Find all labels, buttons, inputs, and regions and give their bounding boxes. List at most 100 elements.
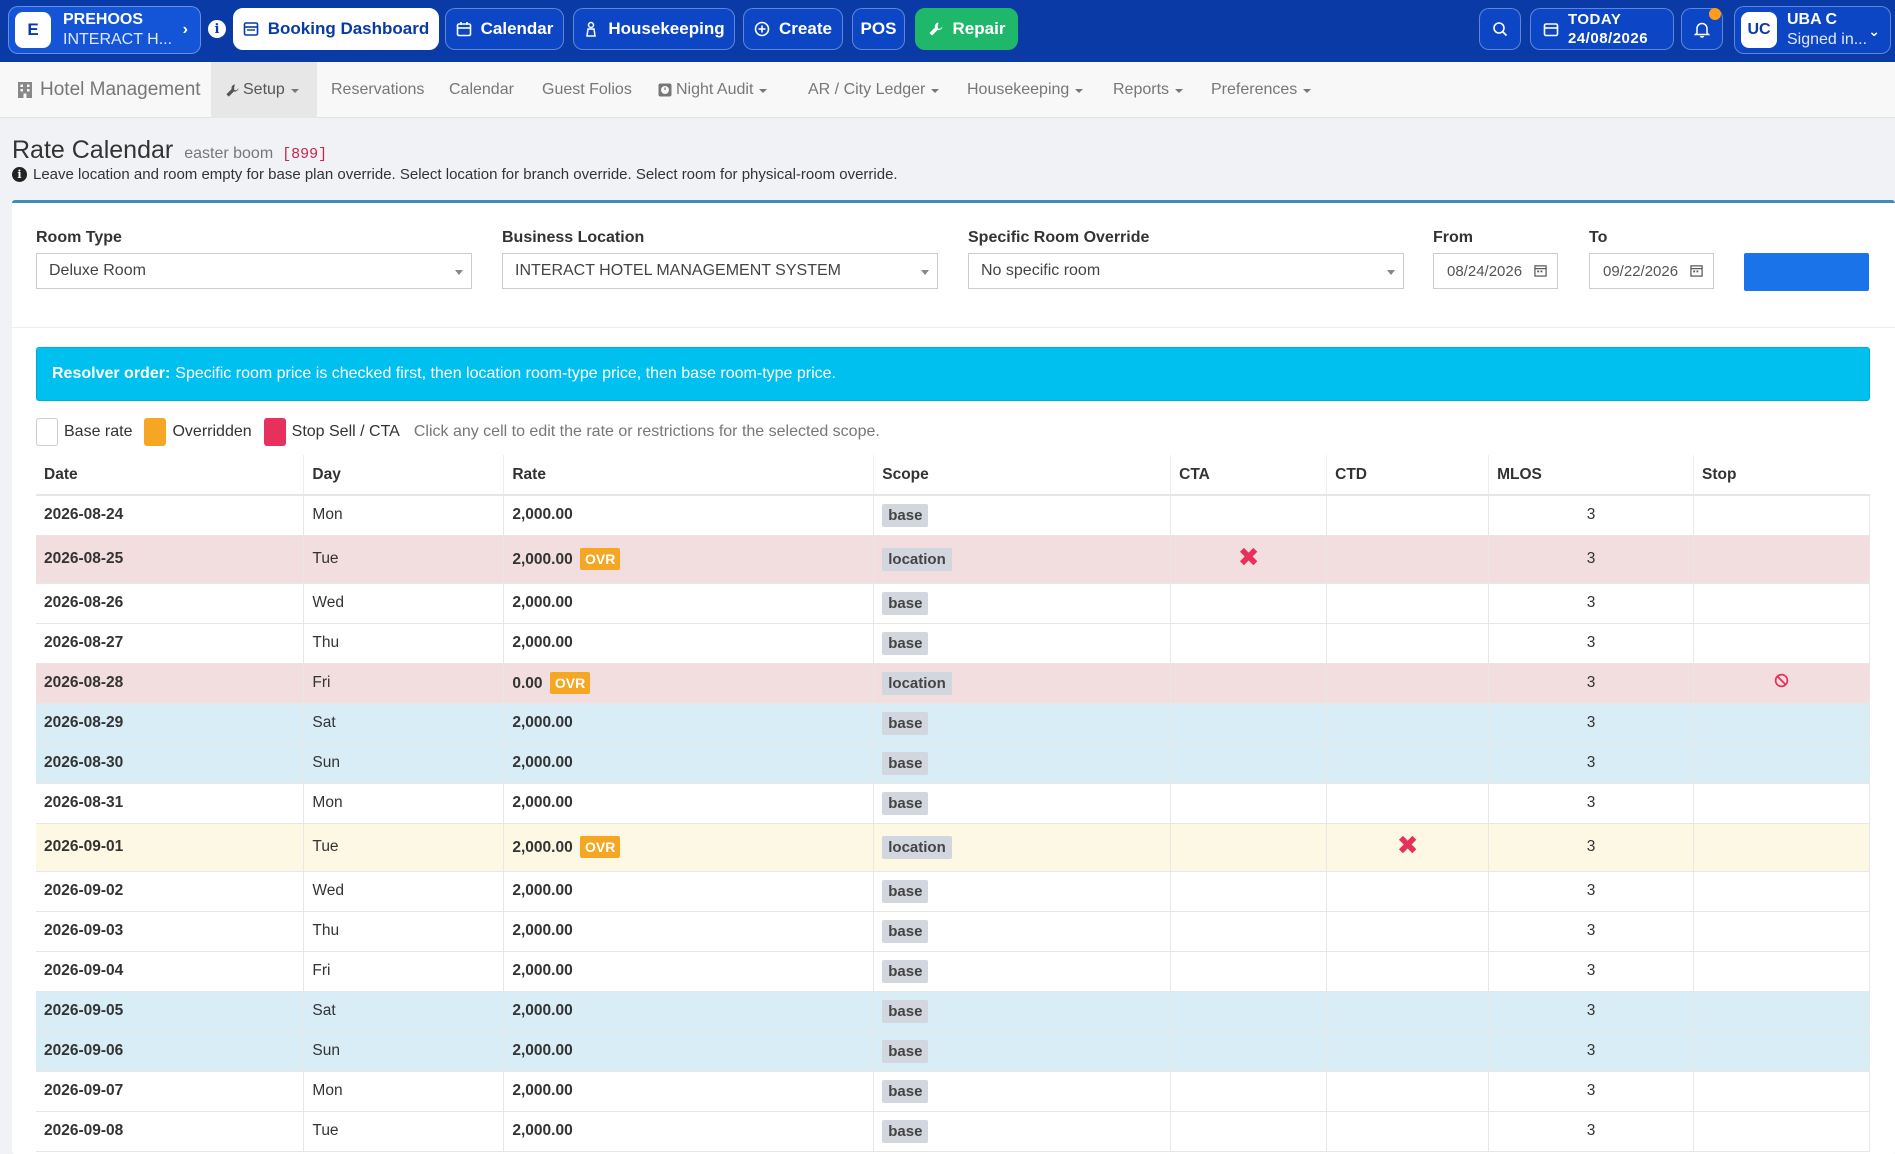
day-cell[interactable]: Sat <box>303 703 505 744</box>
nav-guest-folios[interactable]: Guest Folios <box>542 81 632 98</box>
nav-reservations[interactable]: Reservations <box>331 81 425 98</box>
rate-cell[interactable]: 2,000.00 <box>503 911 875 952</box>
rate-cell[interactable]: 2,000.00 <box>503 495 875 536</box>
table-row[interactable]: 2026-08-25 Tue 2,000.00 OVR location ✖ 3 <box>36 535 1870 584</box>
today-button[interactable]: TODAY 24/08/2026 <box>1530 8 1674 50</box>
day-cell[interactable]: Wed <box>303 871 505 912</box>
mlos-cell[interactable]: 3 <box>1488 823 1695 872</box>
ctd-cell[interactable]: ✖ <box>1326 823 1490 872</box>
ctd-cell[interactable] <box>1326 623 1490 664</box>
mlos-cell[interactable]: 3 <box>1488 743 1695 784</box>
stop-cell[interactable] <box>1693 535 1870 584</box>
cta-cell[interactable]: ✖ <box>1170 535 1328 584</box>
table-row[interactable]: 2026-09-07 Mon 2,000.00 base 3 <box>36 1071 1870 1112</box>
table-row[interactable]: 2026-08-27 Thu 2,000.00 base 3 <box>36 623 1870 664</box>
date-cell[interactable]: 2026-08-27 <box>36 623 305 664</box>
property-switcher[interactable]: E PREHOOS INTERACT H... › <box>8 6 201 54</box>
date-cell[interactable]: 2026-08-31 <box>36 783 305 824</box>
day-cell[interactable]: Tue <box>303 823 505 872</box>
stop-cell[interactable] <box>1693 911 1870 952</box>
nav-calendar[interactable]: Calendar <box>449 81 514 98</box>
mlos-cell[interactable]: 3 <box>1488 663 1695 704</box>
date-cell[interactable]: 2026-09-04 <box>36 951 305 992</box>
cta-cell[interactable] <box>1170 783 1328 824</box>
scope-cell[interactable]: base <box>873 1031 1172 1072</box>
table-row[interactable]: 2026-09-02 Wed 2,000.00 base 3 <box>36 871 1870 912</box>
cta-cell[interactable] <box>1170 951 1328 992</box>
table-row[interactable]: 2026-08-30 Sun 2,000.00 base 3 <box>36 743 1870 784</box>
scope-cell[interactable]: base <box>873 495 1172 536</box>
date-cell[interactable]: 2026-09-07 <box>36 1071 305 1112</box>
scope-cell[interactable]: base <box>873 911 1172 952</box>
stop-cell[interactable] <box>1693 663 1870 704</box>
stop-cell[interactable] <box>1693 1031 1870 1072</box>
mlos-cell[interactable]: 3 <box>1488 1071 1695 1112</box>
to-date-input[interactable]: 09/22/2026 <box>1589 253 1714 289</box>
mlos-cell[interactable]: 3 <box>1488 1111 1695 1152</box>
from-date-input[interactable]: 08/24/2026 <box>1433 253 1558 289</box>
date-cell[interactable]: 2026-08-29 <box>36 703 305 744</box>
rate-cell[interactable]: 2,000.00 <box>503 583 875 624</box>
cta-cell[interactable] <box>1170 743 1328 784</box>
ctd-cell[interactable] <box>1326 1111 1490 1152</box>
stop-cell[interactable] <box>1693 871 1870 912</box>
cta-cell[interactable] <box>1170 623 1328 664</box>
pos-button[interactable]: POS <box>852 8 905 50</box>
day-cell[interactable]: Thu <box>303 911 505 952</box>
rate-cell[interactable]: 2,000.00 <box>503 1111 875 1152</box>
rate-cell[interactable]: 2,000.00 <box>503 783 875 824</box>
notifications-button[interactable] <box>1681 8 1723 50</box>
stop-cell[interactable] <box>1693 743 1870 784</box>
search-button[interactable] <box>1479 8 1521 50</box>
scope-cell[interactable]: location <box>873 663 1172 704</box>
stop-cell[interactable] <box>1693 991 1870 1032</box>
ctd-cell[interactable] <box>1326 743 1490 784</box>
mlos-cell[interactable]: 3 <box>1488 583 1695 624</box>
rate-cell[interactable]: 2,000.00 OVR <box>503 823 875 872</box>
rate-cell[interactable]: 2,000.00 <box>503 1071 875 1112</box>
mlos-cell[interactable]: 3 <box>1488 991 1695 1032</box>
user-menu[interactable]: UC UBA C Signed in... ⌄ <box>1734 6 1891 54</box>
table-row[interactable]: 2026-09-01 Tue 2,000.00 OVR location ✖ 3 <box>36 823 1870 872</box>
cta-cell[interactable] <box>1170 871 1328 912</box>
scope-cell[interactable]: base <box>873 871 1172 912</box>
ctd-cell[interactable] <box>1326 583 1490 624</box>
table-row[interactable]: 2026-09-05 Sat 2,000.00 base 3 <box>36 991 1870 1032</box>
mlos-cell[interactable]: 3 <box>1488 911 1695 952</box>
mlos-cell[interactable]: 3 <box>1488 1031 1695 1072</box>
table-row[interactable]: 2026-08-26 Wed 2,000.00 base 3 <box>36 583 1870 624</box>
stop-cell[interactable] <box>1693 623 1870 664</box>
date-cell[interactable]: 2026-08-24 <box>36 495 305 536</box>
day-cell[interactable]: Sat <box>303 991 505 1032</box>
info-icon[interactable]: i <box>208 20 226 38</box>
scope-cell[interactable]: base <box>873 783 1172 824</box>
scope-cell[interactable]: base <box>873 703 1172 744</box>
cta-cell[interactable] <box>1170 495 1328 536</box>
date-cell[interactable]: 2026-08-28 <box>36 663 305 704</box>
rate-cell[interactable]: 2,000.00 <box>503 1031 875 1072</box>
date-cell[interactable]: 2026-09-03 <box>36 911 305 952</box>
repair-button[interactable]: Repair <box>915 8 1018 50</box>
ctd-cell[interactable] <box>1326 991 1490 1032</box>
rate-cell[interactable]: 2,000.00 OVR <box>503 535 875 584</box>
scope-cell[interactable]: base <box>873 743 1172 784</box>
scope-cell[interactable]: base <box>873 623 1172 664</box>
rate-cell[interactable]: 0.00 OVR <box>503 663 875 704</box>
cta-cell[interactable] <box>1170 911 1328 952</box>
table-row[interactable]: 2026-09-03 Thu 2,000.00 base 3 <box>36 911 1870 952</box>
day-cell[interactable]: Mon <box>303 1071 505 1112</box>
cta-cell[interactable] <box>1170 1031 1328 1072</box>
table-row[interactable]: 2026-08-29 Sat 2,000.00 base 3 <box>36 703 1870 744</box>
date-cell[interactable]: 2026-08-25 <box>36 535 305 584</box>
ctd-cell[interactable] <box>1326 703 1490 744</box>
day-cell[interactable]: Fri <box>303 663 505 704</box>
scope-cell[interactable]: base <box>873 951 1172 992</box>
mlos-cell[interactable]: 3 <box>1488 703 1695 744</box>
date-cell[interactable]: 2026-09-01 <box>36 823 305 872</box>
rate-cell[interactable]: 2,000.00 <box>503 703 875 744</box>
nav-ar-city-ledger[interactable]: AR / City Ledger <box>808 62 940 118</box>
scope-cell[interactable]: base <box>873 1071 1172 1112</box>
booking-dashboard-button[interactable]: Booking Dashboard <box>233 8 439 50</box>
stop-cell[interactable] <box>1693 703 1870 744</box>
business-location-select[interactable]: INTERACT HOTEL MANAGEMENT SYSTEM <box>502 253 938 289</box>
